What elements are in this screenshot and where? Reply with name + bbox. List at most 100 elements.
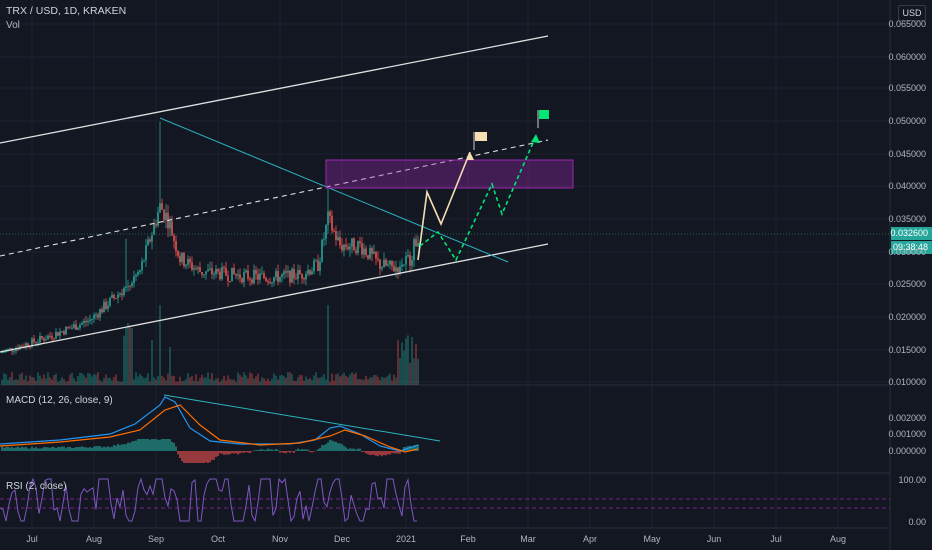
macd-histogram-bar [105, 447, 107, 451]
candle-body [111, 295, 113, 298]
volume-bar [139, 373, 141, 385]
macd-histogram-bar [411, 446, 413, 451]
volume-bar [115, 374, 117, 385]
candle-body [359, 241, 361, 244]
candle-body [191, 262, 193, 270]
volume-bar [357, 379, 359, 385]
macd-histogram-bar [3, 447, 5, 451]
macd-trendline[interactable] [163, 394, 441, 442]
candle-body [65, 326, 67, 335]
time-tick-label: Feb [460, 534, 476, 544]
volume-bar [27, 381, 29, 385]
macd-histogram-bar [181, 451, 183, 462]
symbol-title[interactable]: TRX / USD, 1D, KRAKEN [6, 5, 127, 17]
volume-bar [401, 342, 403, 385]
candle-body [273, 277, 275, 283]
macd-histogram-bar [113, 444, 115, 451]
volume-bar [391, 380, 393, 385]
candle-body [185, 264, 187, 267]
channel-lower-line[interactable] [0, 243, 549, 353]
macd-histogram-bar [9, 447, 11, 451]
volume-bar [333, 380, 335, 385]
channel-upper-line[interactable] [0, 35, 549, 144]
volume-bar [251, 373, 253, 385]
macd-histogram-bar [375, 451, 377, 456]
macd-histogram-bar [339, 443, 341, 451]
candle-body [249, 278, 251, 280]
volume-bar [363, 379, 365, 385]
candle-body [327, 211, 329, 226]
macd-histogram-bar [81, 446, 83, 451]
macd-histogram-bar [169, 439, 171, 451]
macd-label[interactable]: MACD (12, 26, close, 9) [6, 395, 113, 406]
projection-path-2[interactable] [419, 135, 537, 262]
currency-button[interactable]: USD [898, 5, 926, 21]
macd-histogram-bar [329, 439, 331, 451]
volume-bar [173, 376, 175, 385]
macd-histogram-bar [187, 451, 189, 463]
candle-body [89, 319, 91, 321]
volume-bar [193, 380, 195, 385]
candle-body [301, 274, 303, 279]
rsi-tick-label: 0.00 [908, 517, 926, 527]
candle-body [27, 343, 29, 347]
macd-histogram-bar [213, 451, 215, 460]
macd-histogram-bar [223, 451, 225, 455]
volume-bar [207, 372, 209, 385]
macd-histogram-bar [33, 448, 35, 451]
volume-bar [183, 380, 185, 385]
macd-histogram-bar [209, 451, 211, 463]
macd-histogram-bar [77, 447, 79, 451]
volume-bar [415, 344, 417, 385]
price-tick-label: 0.015000 [888, 345, 926, 355]
macd-histogram-bar [215, 451, 217, 457]
candle-body [245, 270, 247, 273]
macd-histogram-bar [377, 451, 379, 457]
macd-histogram-bar [203, 451, 205, 463]
macd-histogram-bar [307, 449, 309, 451]
volume-bar [53, 375, 55, 385]
macd-histogram-bar [247, 451, 249, 453]
macd-histogram-bar [293, 451, 295, 454]
candle-body [41, 336, 43, 339]
candle-body [395, 267, 397, 272]
volume-bar [57, 381, 59, 385]
candle-body [415, 239, 417, 247]
volume-bar [119, 381, 121, 385]
volume-bar [121, 381, 123, 385]
candle-body [171, 221, 173, 236]
volume-bar [307, 379, 309, 385]
descending-trendline[interactable] [159, 117, 509, 263]
channel-mid-dashed-line[interactable] [0, 139, 549, 257]
volume-bar [35, 380, 37, 385]
projection-path-1[interactable] [417, 151, 471, 261]
candle-body [279, 277, 281, 282]
candle-body [75, 324, 77, 330]
macd-histogram-bar [325, 443, 327, 451]
volume-bar [205, 377, 207, 385]
macd-histogram-bar [269, 449, 271, 451]
candle-body [113, 295, 115, 299]
time-tick-label: Apr [582, 534, 598, 544]
volume-bar [375, 375, 377, 385]
rsi-label[interactable]: RSI (2, close) [6, 481, 67, 492]
candle-body [215, 268, 217, 275]
resistance-zone[interactable] [325, 159, 574, 189]
macd-histogram-bar [257, 449, 259, 451]
volume-bar [255, 376, 257, 385]
candle-body [205, 271, 207, 275]
macd-histogram-bar [387, 451, 389, 455]
macd-histogram-bar [361, 451, 363, 453]
macd-histogram-bar [189, 451, 191, 463]
price-tick-label: 0.055000 [888, 83, 926, 93]
candle-body [145, 245, 147, 261]
candle-body [227, 275, 229, 282]
macd-histogram-bar [371, 451, 373, 455]
macd-histogram-bar [53, 447, 55, 451]
candle-body [209, 268, 211, 270]
macd-histogram-bar [197, 451, 199, 463]
macd-histogram-bar [35, 447, 37, 451]
candle-body [349, 246, 351, 250]
volume-bar [9, 377, 11, 385]
